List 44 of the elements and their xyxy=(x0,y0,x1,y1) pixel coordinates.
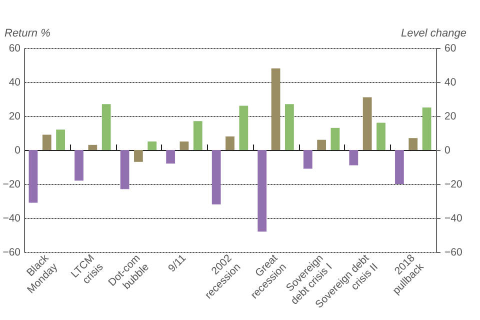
y-tick-label: 40 xyxy=(8,76,21,88)
y-tick-label: 20 xyxy=(8,110,21,122)
bar xyxy=(303,150,312,169)
bar xyxy=(102,104,111,150)
bar xyxy=(134,150,143,162)
bar xyxy=(212,150,221,204)
y2-tick-label: −40 xyxy=(444,212,462,224)
bar xyxy=(166,150,175,164)
bar xyxy=(148,142,157,150)
x-tick-label: 9/11 xyxy=(166,252,189,275)
y2-tick-label: 60 xyxy=(444,42,456,54)
bar xyxy=(330,128,340,150)
bar xyxy=(193,121,202,150)
bar xyxy=(422,108,432,150)
bar xyxy=(42,134,52,150)
y-tick-label: −20 xyxy=(2,178,21,190)
bar xyxy=(180,142,189,150)
y-tick-label: 60 xyxy=(8,42,21,54)
y2-axis-title: Level change xyxy=(401,28,466,40)
bar xyxy=(74,150,84,181)
bar xyxy=(120,150,130,190)
y2-tick-label: −20 xyxy=(444,178,462,190)
bar xyxy=(271,68,280,150)
y2-tick-label: 0 xyxy=(444,144,450,156)
bar xyxy=(349,150,358,166)
bar xyxy=(258,150,267,232)
bar xyxy=(376,122,386,150)
y2-tick-label: 40 xyxy=(444,76,456,88)
bar xyxy=(88,144,98,150)
bar xyxy=(317,140,326,150)
bar xyxy=(408,138,418,150)
bar xyxy=(56,130,65,150)
bar xyxy=(239,106,248,150)
y-tick-label: −40 xyxy=(2,212,21,224)
bar xyxy=(28,150,38,203)
y-tick-label: −60 xyxy=(2,246,21,258)
bar xyxy=(362,97,372,150)
y-axis-title: Return % xyxy=(4,28,51,40)
y2-tick-label: −60 xyxy=(444,246,462,258)
y-tick-label: 0 xyxy=(14,144,21,156)
bar xyxy=(285,104,294,150)
bar xyxy=(395,150,404,184)
y2-tick-label: 20 xyxy=(444,110,456,122)
bar xyxy=(226,136,234,150)
